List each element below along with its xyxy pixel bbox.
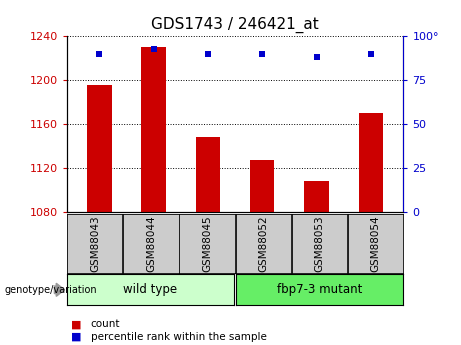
Text: GSM88044: GSM88044: [146, 216, 156, 272]
Point: [96, 51, 103, 57]
Text: GSM88054: GSM88054: [370, 216, 380, 272]
Text: GSM88053: GSM88053: [314, 216, 324, 272]
Text: wild type: wild type: [123, 283, 177, 296]
Text: percentile rank within the sample: percentile rank within the sample: [91, 332, 267, 342]
Text: ■: ■: [71, 319, 82, 329]
Bar: [359, 113, 383, 212]
Point: [204, 51, 212, 57]
Point: [150, 46, 157, 51]
Title: GDS1743 / 246421_at: GDS1743 / 246421_at: [151, 17, 319, 33]
Bar: [142, 47, 166, 212]
Bar: [87, 85, 112, 212]
Text: genotype/variation: genotype/variation: [5, 285, 97, 295]
Text: GSM88045: GSM88045: [202, 216, 212, 272]
Bar: [304, 181, 329, 212]
Text: GSM88043: GSM88043: [90, 216, 100, 272]
Text: GSM88052: GSM88052: [258, 216, 268, 272]
Point: [367, 51, 374, 57]
Point: [259, 51, 266, 57]
Text: count: count: [91, 319, 120, 329]
Bar: [250, 160, 274, 212]
Bar: [196, 137, 220, 212]
Text: fbp7-3 mutant: fbp7-3 mutant: [277, 283, 363, 296]
Text: ■: ■: [71, 332, 82, 342]
Point: [313, 55, 320, 60]
